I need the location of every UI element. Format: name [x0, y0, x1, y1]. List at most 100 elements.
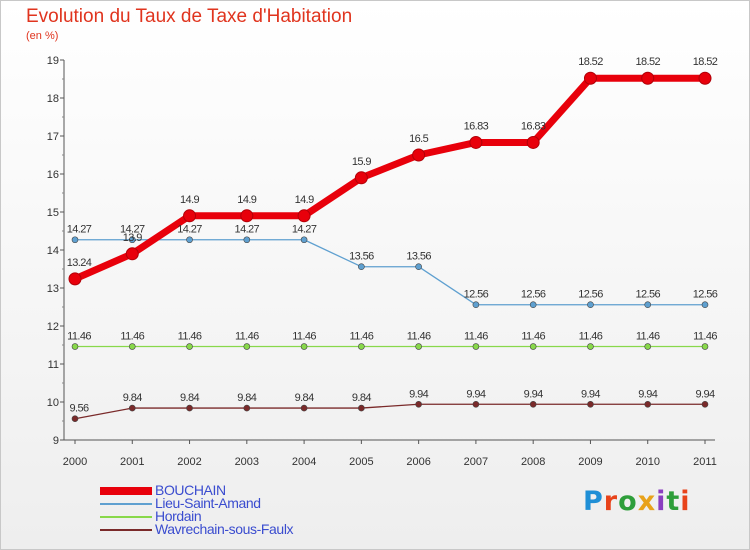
data-label-hordain: 11.46: [579, 331, 603, 343]
x-tick-label: 2008: [521, 456, 545, 468]
legend-label: Lieu-Saint-Amand: [155, 495, 261, 511]
data-point-bouchain: [412, 148, 426, 162]
y-tick-label: 11: [48, 359, 59, 371]
data-label-bouchain: 14.9: [237, 194, 256, 206]
data-label-wavrechain-sous-faulx: 9.84: [123, 392, 142, 404]
data-point-lieu-saint-amand: [644, 301, 652, 309]
brand-logo: Proxiti: [583, 486, 691, 517]
data-point-lieu-saint-amand: [186, 236, 193, 244]
data-point-wavrechain-sous-faulx: [243, 404, 251, 412]
data-point-bouchain: [68, 272, 82, 286]
data-point-wavrechain-sous-faulx: [358, 404, 365, 412]
data-point-wavrechain-sous-faulx: [300, 404, 308, 412]
data-label-wavrechain-sous-faulx: 9.56: [69, 403, 88, 415]
data-point-hordain: [415, 343, 422, 350]
data-label-wavrechain-sous-faulx: 9.94: [466, 388, 485, 400]
data-point-wavrechain-sous-faulx: [644, 400, 652, 408]
data-label-hordain: 11.46: [178, 331, 202, 343]
data-point-wavrechain-sous-faulx: [472, 400, 480, 408]
data-point-bouchain: [583, 71, 597, 85]
data-point-wavrechain-sous-faulx: [701, 400, 709, 408]
data-label-bouchain: 16.5: [409, 133, 428, 145]
data-point-hordain: [186, 343, 193, 350]
data-point-lieu-saint-amand: [701, 301, 709, 309]
data-label-bouchain: 14.9: [180, 194, 199, 206]
brand-letter: P: [583, 486, 604, 517]
x-tick-label: 2009: [578, 456, 602, 468]
x-tick-label: 2003: [235, 456, 259, 468]
brand-letter: t: [666, 486, 681, 517]
x-tick-label: 2000: [63, 456, 87, 468]
data-label-hordain: 11.46: [292, 331, 316, 343]
data-label-hordain: 11.46: [521, 331, 545, 343]
data-point-hordain: [472, 343, 480, 350]
data-label-wavrechain-sous-faulx: 9.84: [180, 392, 199, 404]
x-tick-label: 2001: [120, 456, 144, 468]
y-tick-label: 12: [47, 321, 59, 333]
data-point-lieu-saint-amand: [358, 263, 365, 271]
data-point-lieu-saint-amand: [587, 301, 594, 309]
legend-swatch: [100, 503, 152, 505]
data-point-hordain: [587, 343, 594, 350]
data-point-wavrechain-sous-faulx: [415, 400, 422, 408]
data-label-hordain: 11.46: [407, 331, 431, 343]
y-tick-label: 13: [47, 283, 59, 295]
data-point-hordain: [128, 343, 136, 350]
series-line-bouchain: [71, 74, 709, 283]
data-label-lieu-saint-amand: 14.27: [67, 224, 92, 236]
data-point-wavrechain-sous-faulx: [587, 400, 594, 408]
data-point-lieu-saint-amand: [128, 236, 136, 244]
y-tick-label: 15: [47, 207, 59, 219]
brand-letter: o: [618, 486, 638, 517]
data-label-hordain: 11.46: [120, 331, 144, 343]
data-label-lieu-saint-amand: 12.56: [464, 289, 489, 301]
data-point-wavrechain-sous-faulx: [186, 404, 193, 412]
legend-item: Lieu-Saint-Amand: [100, 495, 360, 511]
legend-label: Hordain: [155, 508, 202, 524]
data-point-hordain: [644, 343, 652, 350]
data-point-lieu-saint-amand: [300, 236, 308, 244]
x-tick-label: 2005: [349, 456, 373, 468]
data-label-lieu-saint-amand: 12.56: [635, 289, 660, 301]
data-label-wavrechain-sous-faulx: 9.94: [695, 388, 714, 400]
y-tick-label: 9: [53, 435, 59, 447]
legend-label: BOUCHAIN: [155, 482, 226, 498]
data-label-wavrechain-sous-faulx: 9.94: [524, 388, 543, 400]
data-point-bouchain: [698, 71, 712, 85]
x-tick-label: 2011: [693, 456, 717, 468]
legend-item: Wavrechain-sous-Faulx: [100, 521, 360, 537]
data-point-lieu-saint-amand: [529, 301, 537, 309]
data-point-lieu-saint-amand: [472, 301, 480, 309]
x-tick-label: 2010: [635, 456, 659, 468]
data-point-hordain: [300, 343, 308, 350]
data-label-hordain: 11.46: [693, 331, 717, 343]
x-tick-label: 2006: [406, 456, 430, 468]
data-point-hordain: [71, 343, 79, 350]
y-tick-label: 14: [47, 245, 59, 257]
data-point-hordain: [358, 343, 365, 350]
data-point-hordain: [701, 343, 709, 350]
data-label-lieu-saint-amand: 12.56: [578, 289, 603, 301]
data-label-bouchain: 15.9: [352, 156, 371, 168]
x-tick-label: 2007: [464, 456, 488, 468]
data-label-hordain: 11.46: [235, 331, 259, 343]
data-point-bouchain: [297, 209, 311, 223]
data-point-hordain: [529, 343, 537, 350]
data-point-hordain: [243, 343, 251, 350]
data-point-bouchain: [183, 209, 197, 223]
legend-swatch: [100, 487, 152, 495]
data-label-bouchain: 18.52: [578, 56, 603, 68]
legend-item: Hordain: [100, 508, 360, 524]
legend-swatch: [100, 529, 152, 531]
y-tick-label: 10: [47, 397, 59, 409]
brand-letter: r: [603, 486, 619, 517]
brand-letter: x: [637, 486, 657, 517]
data-label-bouchain: 16.83: [464, 120, 489, 132]
data-point-bouchain: [469, 135, 483, 149]
data-label-bouchain: 13.24: [67, 257, 92, 269]
data-point-wavrechain-sous-faulx: [71, 415, 79, 423]
series-line-wavrechain-sous-faulx: [74, 403, 706, 420]
data-label-wavrechain-sous-faulx: 9.84: [295, 392, 314, 404]
